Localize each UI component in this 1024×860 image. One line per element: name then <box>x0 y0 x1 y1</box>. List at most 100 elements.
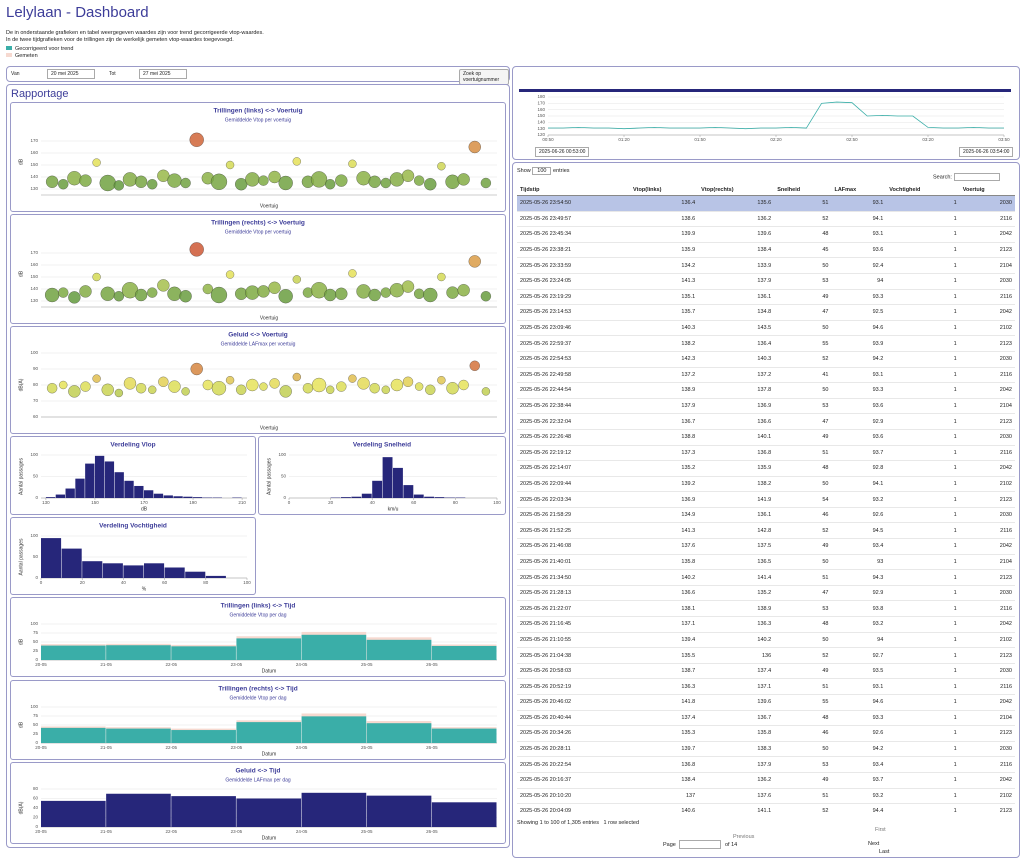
table-cell: 136.3 <box>630 678 699 695</box>
table-row[interactable]: 2025-05-26 22:54:53 142.3 140.3 52 94.2 1 2030 <box>517 350 1015 368</box>
x-tick-label: 24-05 <box>296 745 308 750</box>
table-cell: 137.2 <box>630 366 699 383</box>
table-row[interactable]: 2025-05-26 20:40:44 137.4 136.7 48 93.3 1 2104 <box>517 709 1015 726</box>
page-previous[interactable]: Previous <box>733 834 755 840</box>
table-row[interactable]: 2025-05-26 20:28:11 139.7 138.3 50 94.2 1 2030 <box>517 740 1015 757</box>
table-row[interactable]: 2025-05-26 23:19:29 135.1 136.1 49 93.3 1 2116 <box>517 288 1015 305</box>
table-row[interactable]: 2025-05-26 21:16:45 137.1 136.3 48 93.2 1 2042 <box>517 616 1015 633</box>
table-row[interactable]: 2025-05-26 21:46:08 137.6 137.5 49 93.4 1 2042 <box>517 538 1015 555</box>
table-row[interactable]: 2025-05-26 23:33:59 134.2 133.9 50 92.4 1 2104 <box>517 257 1015 274</box>
column-header[interactable]: Vtop(rechts) <box>698 185 775 196</box>
table-cell: 136.4 <box>698 335 775 352</box>
table-cell: 51 <box>774 195 832 212</box>
table-row[interactable]: 2025-05-26 23:45:34 139.9 139.6 48 93.1 1 2042 <box>517 226 1015 243</box>
y-tick-label: 170 <box>30 250 38 255</box>
bar <box>301 716 367 743</box>
table-row[interactable]: 2025-05-26 23:24:05 141.3 137.9 53 94 1 2030 <box>517 272 1015 290</box>
data-table: Tijdstip Vtop(links) Vtop(rechts) Snelheid L… <box>517 185 1015 819</box>
table-row[interactable]: 2025-05-26 20:16:37 138.4 136.2 49 93.7 1 2042 <box>517 771 1015 789</box>
table-cell: 2025-05-26 22:59:37 <box>517 335 631 352</box>
column-header[interactable]: LAFmax <box>831 185 887 196</box>
table-row[interactable]: 2025-05-26 20:10:20 137 137.6 51 93.2 1 2102 <box>517 787 1015 804</box>
date-input[interactable]: 20 mei 2025 <box>47 69 95 79</box>
line <box>548 101 1004 130</box>
bubble <box>292 275 301 284</box>
table-row[interactable]: 2025-05-26 23:38:21 135.9 138.4 45 93.6 1 2123 <box>517 241 1015 258</box>
table-row[interactable]: 2025-05-26 21:10:55 139.4 140.2 50 94 1 2102 <box>517 631 1015 648</box>
histogram-bar <box>372 480 383 498</box>
page-last[interactable]: Last <box>879 849 890 855</box>
table-row[interactable]: 2025-05-26 20:46:02 141.8 139.6 55 94.6 1 2042 <box>517 694 1015 711</box>
table-row[interactable]: 2025-05-26 22:14:07 135.2 135.9 48 92.8 1 2042 <box>517 460 1015 477</box>
chart-title: Trillingen (links) <-> Tijd <box>221 603 296 610</box>
date-input[interactable]: 2025-06-26 00:53:00 <box>535 147 590 157</box>
table-row[interactable]: 2025-05-26 22:09:44 139.2 138.2 50 94.1 1 2102 <box>517 475 1015 492</box>
chart: Trillingen (rechts) <-> Tijd Gemiddelde V… <box>18 686 497 757</box>
table-cell: 2116 <box>959 444 1015 461</box>
y-axis-label: dB <box>18 158 24 165</box>
y-tick-label: 170 <box>30 138 38 143</box>
table-row[interactable]: 2025-05-26 23:09:46 140.3 143.5 50 94.6 1 2102 <box>517 319 1015 336</box>
bubble <box>480 291 492 302</box>
bubble <box>458 379 469 391</box>
table-row[interactable]: 2025-05-26 23:54:50 136.4 135.6 51 93.1 1 2030 <box>517 195 1015 212</box>
table-cell: 135.9 <box>630 241 699 258</box>
column-header[interactable]: Voertuig <box>959 185 1015 196</box>
table-cell: 2025-05-26 20:40:44 <box>517 709 631 726</box>
column-header[interactable]: Vochtigheid <box>886 185 960 196</box>
table-row[interactable]: 2025-05-26 22:59:37 138.2 136.4 55 93.9 1 2123 <box>517 335 1015 352</box>
table-cell: 2025-05-26 21:10:55 <box>517 631 631 648</box>
table-cell: 93.8 <box>831 600 887 617</box>
table-row[interactable]: 2025-05-26 23:14:53 135.7 134.8 47 92.5 1 2042 <box>517 304 1015 321</box>
table-row[interactable]: 2025-05-26 20:34:26 135.3 135.8 46 92.6 1 2123 <box>517 725 1015 742</box>
page-count: of 14 <box>725 842 738 848</box>
page-first[interactable]: First <box>875 827 886 833</box>
table-row[interactable]: 2025-05-26 22:49:58 137.2 137.2 41 93.1 1 2116 <box>517 366 1015 383</box>
table-row[interactable]: 2025-05-26 22:38:44 137.9 136.9 53 93.6 1 2104 <box>517 397 1015 414</box>
column-header[interactable]: Vtop(links) <box>630 185 699 196</box>
bar <box>41 645 106 660</box>
table-row[interactable]: 2025-05-26 21:22:07 138.1 138.9 53 93.8 1 2116 <box>517 600 1015 617</box>
y-tick-label: 75 <box>33 713 39 718</box>
column-header[interactable]: Snelheid <box>774 185 832 196</box>
table-row[interactable]: 2025-05-26 21:40:01 135.8 136.5 50 93 1 2104 <box>517 553 1015 570</box>
column-header[interactable]: Tijdstip <box>517 185 631 196</box>
table-row[interactable]: 2025-05-26 20:04:09 140.6 141.1 52 94.4 1 2123 <box>517 803 1015 819</box>
page-input[interactable] <box>679 840 721 849</box>
search-button[interactable]: Zoek op voertuignummer <box>459 69 509 85</box>
x-tick-label: 80 <box>453 500 459 505</box>
table-row[interactable]: 2025-05-26 22:32:04 136.7 136.6 47 92.9 1 2123 <box>517 413 1015 430</box>
date-input[interactable]: 27 mei 2025 <box>139 69 187 79</box>
length-select[interactable]: 100 <box>532 167 552 175</box>
table-cell: 2025-05-26 21:34:50 <box>517 569 631 586</box>
table-row[interactable]: 2025-05-26 22:19:12 137.3 136.8 51 93.7 1 2116 <box>517 444 1015 461</box>
chart-title: Geluid <-> Voertuig <box>228 332 288 339</box>
table-row[interactable]: 2025-05-26 20:52:19 136.3 137.1 51 93.1 1 2116 <box>517 678 1015 695</box>
table-cell: 1 <box>886 350 960 368</box>
table-cell: 93.6 <box>831 397 887 414</box>
page-next[interactable]: Next <box>868 841 880 847</box>
table-row[interactable]: 2025-05-26 20:22:54 136.8 137.9 53 93.4 1 2116 <box>517 756 1015 773</box>
table-cell: 140.1 <box>698 428 775 445</box>
table-row[interactable]: 2025-05-26 21:34:50 140.2 141.4 51 94.3 1 2123 <box>517 569 1015 586</box>
bar <box>366 639 432 660</box>
chart-box: Trillingen (links) <-> Voertuig Gemiddeld… <box>10 102 506 212</box>
range-slider[interactable] <box>519 89 1011 92</box>
table-row[interactable]: 2025-05-26 21:28:13 136.6 135.2 47 92.9 1 2030 <box>517 584 1015 601</box>
table-row[interactable]: 2025-05-26 22:44:54 138.9 137.8 50 93.3 1 2042 <box>517 382 1015 399</box>
date-input[interactable]: 2025-06-26 03:54:00 <box>959 147 1014 157</box>
search-input[interactable] <box>953 173 1000 181</box>
table-row[interactable]: 2025-05-26 21:58:29 134.9 136.1 46 92.6 1 2030 <box>517 506 1015 523</box>
table-row[interactable]: 2025-05-26 22:26:48 138.8 140.1 49 93.6 1 2030 <box>517 428 1015 445</box>
table-cell: 2116 <box>959 210 1015 227</box>
table-row[interactable]: 2025-05-26 22:03:34 136.9 141.9 54 93.2 1 2123 <box>517 491 1015 508</box>
table-row[interactable]: 2025-05-26 21:04:38 135.5 136 52 92.7 1 2123 <box>517 647 1015 664</box>
table-row[interactable]: 2025-05-26 20:58:03 138.7 137.4 49 93.5 1 2030 <box>517 662 1015 679</box>
bar <box>106 645 171 660</box>
table-row[interactable]: 2025-05-26 21:52:25 141.3 142.8 52 94.5 1 2116 <box>517 522 1015 539</box>
chart-title: Verdeling Snelheid <box>353 442 411 449</box>
x-axis-label: dB <box>141 506 148 512</box>
table-cell: 2042 <box>959 538 1015 555</box>
table-row[interactable]: 2025-05-26 23:49:57 138.6 136.2 52 94.1 1 2116 <box>517 210 1015 227</box>
chart-subtitle: Gemiddelde LAFmax per dag <box>225 777 291 783</box>
